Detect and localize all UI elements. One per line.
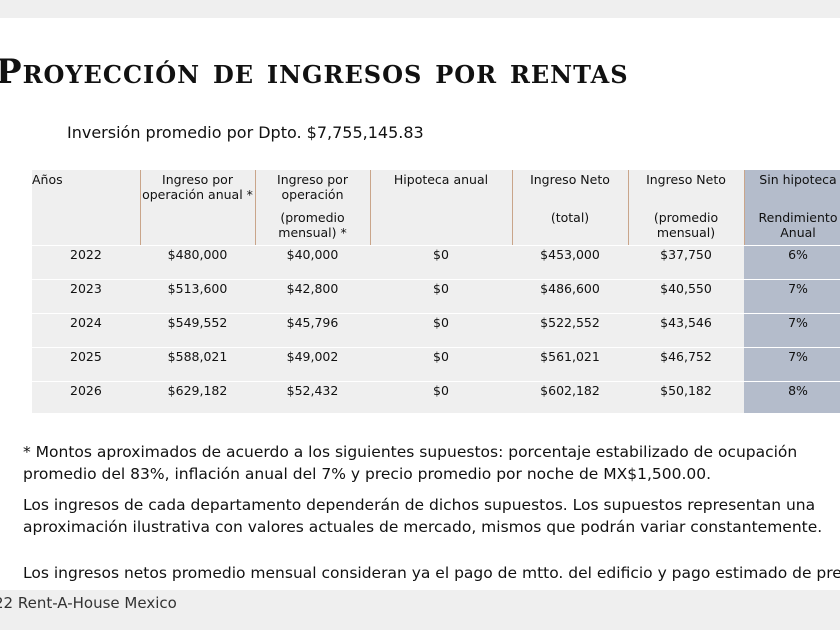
table-cell: 7% [788, 349, 808, 364]
footer: 22 Rent-A-House Mexico [0, 594, 177, 612]
table-cell: 8% [788, 383, 808, 398]
table-cell: 7% [788, 315, 808, 330]
table-cell: $549,552 [167, 315, 228, 330]
column-header: Ingreso Neto (total) [512, 170, 628, 245]
table-cell: $522,552 [540, 315, 600, 330]
table-cell: $561,021 [540, 349, 600, 364]
title: Proyección de ingresos por rentas [0, 52, 629, 92]
column-separator [140, 170, 141, 245]
column-header: Ingreso por operación anual * [140, 170, 255, 245]
table-cell: $46,752 [660, 349, 712, 364]
header-text: Rendimiento Anual [758, 210, 838, 240]
note-line: * Montos aproximados de acuerdo a los si… [23, 443, 798, 461]
header-text: Sin hipoteca [759, 172, 837, 187]
header-text: Ingreso Neto [646, 172, 726, 187]
row-separator [32, 381, 840, 382]
header-text: Ingreso por operación [277, 172, 348, 202]
header-text: (promedio mensual) * [278, 210, 347, 240]
table-cell: $0 [433, 383, 449, 398]
column-separator [370, 170, 371, 245]
table-cell: $0 [433, 315, 449, 330]
table-cell: 6% [788, 247, 808, 262]
header-text: (promedio mensual) [653, 210, 719, 240]
note-paragraph: Los ingresos de cada departamento depend… [23, 494, 822, 538]
row-separator [32, 347, 840, 348]
table-cell: 2024 [70, 315, 102, 330]
header-text: Hipoteca anual [393, 172, 489, 187]
column-header: Ingreso por operación (promedio mensual) … [255, 170, 370, 245]
header-text: (total) [550, 210, 590, 225]
note-line: Los ingresos de cada departamento depend… [23, 496, 816, 514]
table-cell: $49,002 [286, 349, 339, 364]
table-cell: 2023 [70, 281, 102, 296]
table-cell: $453,000 [540, 247, 600, 262]
table-cell: $43,546 [660, 315, 712, 330]
table-cell: 2026 [70, 383, 102, 398]
table-cell: 7% [788, 281, 808, 296]
table-cell: $40,550 [660, 281, 712, 296]
table-cell: $40,000 [286, 247, 339, 262]
column-separator [512, 170, 513, 245]
row-separator [32, 245, 840, 246]
table-cell: $480,000 [167, 247, 228, 262]
table-cell: $629,182 [167, 383, 228, 398]
note-paragraph: Los ingresos netos promedio mensual cons… [23, 562, 840, 584]
table-cell: $52,432 [286, 383, 339, 398]
subtitle: Inversión promedio por Dpto. $7,755,145.… [67, 123, 424, 142]
note-paragraph: * Montos aproximados de acuerdo a los si… [23, 441, 797, 485]
column-separator [255, 170, 256, 245]
table-cell: $42,800 [286, 281, 339, 296]
table-cell: $0 [433, 349, 449, 364]
table-cell: 2025 [70, 349, 102, 364]
top-band [0, 0, 840, 18]
column-separator [628, 170, 629, 245]
table-cell: $588,021 [167, 349, 228, 364]
table-cell: $45,796 [286, 315, 339, 330]
bottom-band [0, 590, 840, 630]
table-cell: $486,600 [540, 281, 600, 296]
income-table: Años Ingreso por operación anual * Ingreso… [32, 170, 840, 413]
table-cell: $50,182 [660, 383, 712, 398]
row-separator [32, 279, 840, 280]
header-text: Ingreso por operación anual * [142, 172, 253, 202]
header-text: Ingreso Neto [530, 172, 610, 187]
column-separator [744, 170, 745, 245]
column-header: Hipoteca anual [370, 170, 512, 245]
note-line: promedio del 83%, inflación anual del 7%… [23, 465, 712, 483]
column-header: Años [32, 170, 140, 245]
table-cell: $513,600 [167, 281, 228, 296]
note-line: aproximación ilustrativa con valores act… [23, 518, 823, 536]
note-line: Los ingresos netos promedio mensual cons… [23, 564, 840, 582]
table-cell: $0 [433, 247, 449, 262]
table-cell: $0 [433, 281, 449, 296]
column-header: Sin hipoteca Rendimiento Anual [744, 170, 840, 245]
column-header: Ingreso Neto (promedio mensual) [628, 170, 744, 245]
table-cell: $602,182 [540, 383, 600, 398]
header-text: Años [32, 172, 63, 187]
row-separator [32, 313, 840, 314]
highlight-column [744, 170, 840, 413]
table-cell: 2022 [70, 247, 102, 262]
table-cell: $37,750 [660, 247, 712, 262]
